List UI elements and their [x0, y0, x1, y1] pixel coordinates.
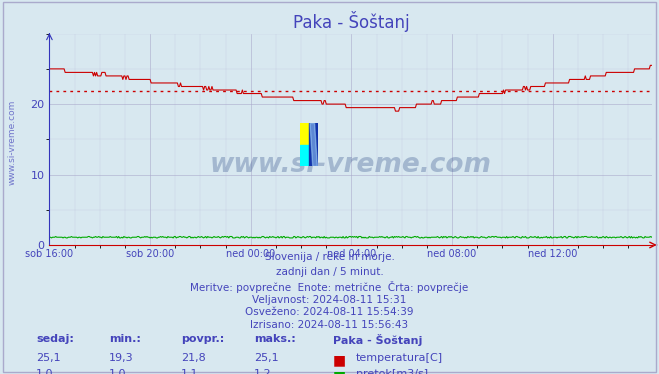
Text: sedaj:: sedaj:	[36, 334, 74, 344]
Text: Meritve: povprečne  Enote: metrične  Črta: povprečje: Meritve: povprečne Enote: metrične Črta:…	[190, 281, 469, 293]
Text: 1,0: 1,0	[36, 369, 54, 374]
Bar	[309, 123, 318, 166]
Text: www.si-vreme.com: www.si-vreme.com	[210, 152, 492, 178]
Title: Paka - Šoštanj: Paka - Šoštanj	[293, 11, 409, 32]
Text: 25,1: 25,1	[254, 353, 278, 363]
Text: 19,3: 19,3	[109, 353, 133, 363]
Text: zadnji dan / 5 minut.: zadnji dan / 5 minut.	[275, 267, 384, 278]
Text: 1,0: 1,0	[109, 369, 127, 374]
Bar	[300, 123, 309, 145]
Text: www.si-vreme.com: www.si-vreme.com	[7, 99, 16, 185]
Polygon shape	[310, 123, 318, 166]
Text: Paka - Šoštanj: Paka - Šoštanj	[333, 334, 422, 346]
Text: Veljavnost: 2024-08-11 15:31: Veljavnost: 2024-08-11 15:31	[252, 295, 407, 305]
Text: 1,1: 1,1	[181, 369, 199, 374]
Text: 1,2: 1,2	[254, 369, 272, 374]
Text: pretok[m3/s]: pretok[m3/s]	[356, 369, 428, 374]
Text: Izrisano: 2024-08-11 15:56:43: Izrisano: 2024-08-11 15:56:43	[250, 320, 409, 330]
Text: maks.:: maks.:	[254, 334, 295, 344]
Text: min.:: min.:	[109, 334, 140, 344]
Text: ■: ■	[333, 369, 346, 374]
Text: ■: ■	[333, 353, 346, 367]
Text: Slovenija / reke in morje.: Slovenija / reke in morje.	[264, 252, 395, 263]
Text: Osveženo: 2024-08-11 15:54:39: Osveženo: 2024-08-11 15:54:39	[245, 307, 414, 318]
Text: povpr.:: povpr.:	[181, 334, 225, 344]
Bar	[300, 145, 309, 166]
Text: 21,8: 21,8	[181, 353, 206, 363]
Text: temperatura[C]: temperatura[C]	[356, 353, 443, 363]
Text: 25,1: 25,1	[36, 353, 61, 363]
